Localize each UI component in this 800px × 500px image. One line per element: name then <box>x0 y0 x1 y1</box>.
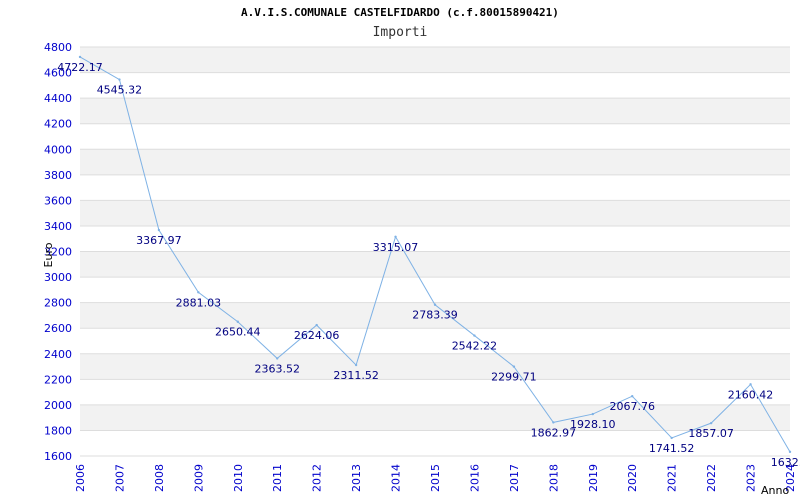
y-tick-label: 4200 <box>44 118 72 131</box>
chart-subtitle: Importi <box>372 25 428 40</box>
x-tick-label: 2009 <box>192 464 205 492</box>
data-point <box>670 436 673 440</box>
grid-band <box>80 200 790 226</box>
y-tick-label: 4400 <box>44 92 72 105</box>
x-tick-label: 2007 <box>113 464 126 492</box>
data-point <box>157 228 161 232</box>
x-tick-label: 2015 <box>429 464 442 492</box>
data-point <box>552 421 555 424</box>
y-tick-label: 2800 <box>44 297 72 310</box>
data-point <box>78 55 82 59</box>
data-label: 1857.07 <box>688 427 734 440</box>
x-tick-label: 2023 <box>745 464 758 492</box>
data-label: 2363.52 <box>254 362 300 375</box>
data-label: 2650.44 <box>215 326 261 339</box>
series-line-group <box>78 55 792 454</box>
y-tick-label: 1800 <box>44 424 72 437</box>
y-tick-label: 1600 <box>44 450 72 463</box>
data-point <box>354 363 358 367</box>
data-label: 3315.07 <box>373 241 419 254</box>
x-tick-label: 2013 <box>350 464 363 492</box>
data-point <box>394 235 397 238</box>
x-tick-label: 2019 <box>587 464 600 492</box>
grid-band <box>80 353 790 380</box>
data-point <box>236 320 239 323</box>
grid-band <box>80 251 790 278</box>
grid-band <box>80 149 790 175</box>
y-tick-label: 4800 <box>44 41 72 54</box>
data-point <box>709 421 713 425</box>
x-tick-label: 2020 <box>626 464 639 492</box>
y-tick-label: 3200 <box>44 246 72 259</box>
data-point <box>315 323 318 327</box>
x-tick-label: 2017 <box>508 464 521 492</box>
data-label: 4545.32 <box>97 84 143 97</box>
data-point <box>512 365 516 368</box>
y-tick-label: 2000 <box>44 399 72 412</box>
data-label: 1741.52 <box>649 442 695 455</box>
y-tick-label: 4600 <box>44 67 72 80</box>
grid-band <box>80 404 790 431</box>
data-label: 1632.6 <box>771 456 800 469</box>
chart-title: A.V.I.S.COMUNALE CASTELFIDARDO (c.f.8001… <box>241 6 559 19</box>
gridlines <box>80 46 790 457</box>
grid-band <box>80 302 790 329</box>
data-point <box>276 357 279 360</box>
x-tick-label: 2011 <box>271 464 284 492</box>
y-tick-label: 3000 <box>44 271 72 284</box>
data-point <box>749 383 752 386</box>
data-labels: 4722.17 4545.32 3367.97 2881.03 2650.44 2363.… <box>57 61 800 469</box>
y-axis-label: Euro <box>42 242 55 267</box>
data-label: 2299.71 <box>491 371 537 384</box>
y-tick-label: 4000 <box>44 143 72 156</box>
grid-band <box>80 47 790 73</box>
y-tick-label: 2600 <box>44 322 72 335</box>
x-tick-label: 2021 <box>666 464 679 492</box>
data-point <box>118 78 121 81</box>
x-axis-label: Anno <box>761 484 789 497</box>
y-tick-label: 3800 <box>44 169 72 182</box>
data-label: 3367.97 <box>136 234 182 247</box>
grid-band <box>80 98 790 124</box>
data-label: 4722.17 <box>57 61 103 74</box>
data-point <box>788 450 792 454</box>
y-tick-label: 3600 <box>44 194 72 207</box>
x-tick-label: 2012 <box>311 464 324 492</box>
y-tick-label: 3400 <box>44 220 72 233</box>
background-bands <box>80 47 790 431</box>
x-tick-label: 2014 <box>390 464 403 492</box>
x-tick-label: 2022 <box>705 464 718 492</box>
y-tick-label: 2200 <box>44 373 72 386</box>
x-tick-label: 2016 <box>468 464 481 492</box>
data-label: 2311.52 <box>333 369 379 382</box>
data-point <box>591 412 594 416</box>
data-label: 2881.03 <box>176 296 222 309</box>
data-label: 1928.10 <box>570 418 616 431</box>
x-tick-label: 2018 <box>547 464 560 492</box>
y-axis-ticks: 1600 1800 2000 2200 2400 2600 2800 3000 3200 3400… <box>44 41 72 463</box>
x-tick-label: 2010 <box>232 464 245 492</box>
x-tick-label: 2008 <box>153 464 166 492</box>
x-tick-label: 2024 <box>784 464 797 492</box>
data-label: 2624.06 <box>294 329 340 342</box>
data-label: 2542.22 <box>452 340 498 353</box>
y-tick-label: 2400 <box>44 348 72 361</box>
x-tick-label: 2006 <box>74 464 87 492</box>
data-label: 2067.76 <box>609 400 655 413</box>
data-label: 1862.97 <box>531 426 577 439</box>
data-point <box>631 395 634 398</box>
data-label: 2160.42 <box>728 388 774 401</box>
data-point <box>433 303 437 306</box>
data-point <box>473 334 476 337</box>
x-axis-ticks: 2006 2007 2008 2009 2010 2011 2012 2013 2014 2015… <box>74 464 797 492</box>
data-point <box>197 291 200 294</box>
data-label: 2783.39 <box>412 309 458 322</box>
